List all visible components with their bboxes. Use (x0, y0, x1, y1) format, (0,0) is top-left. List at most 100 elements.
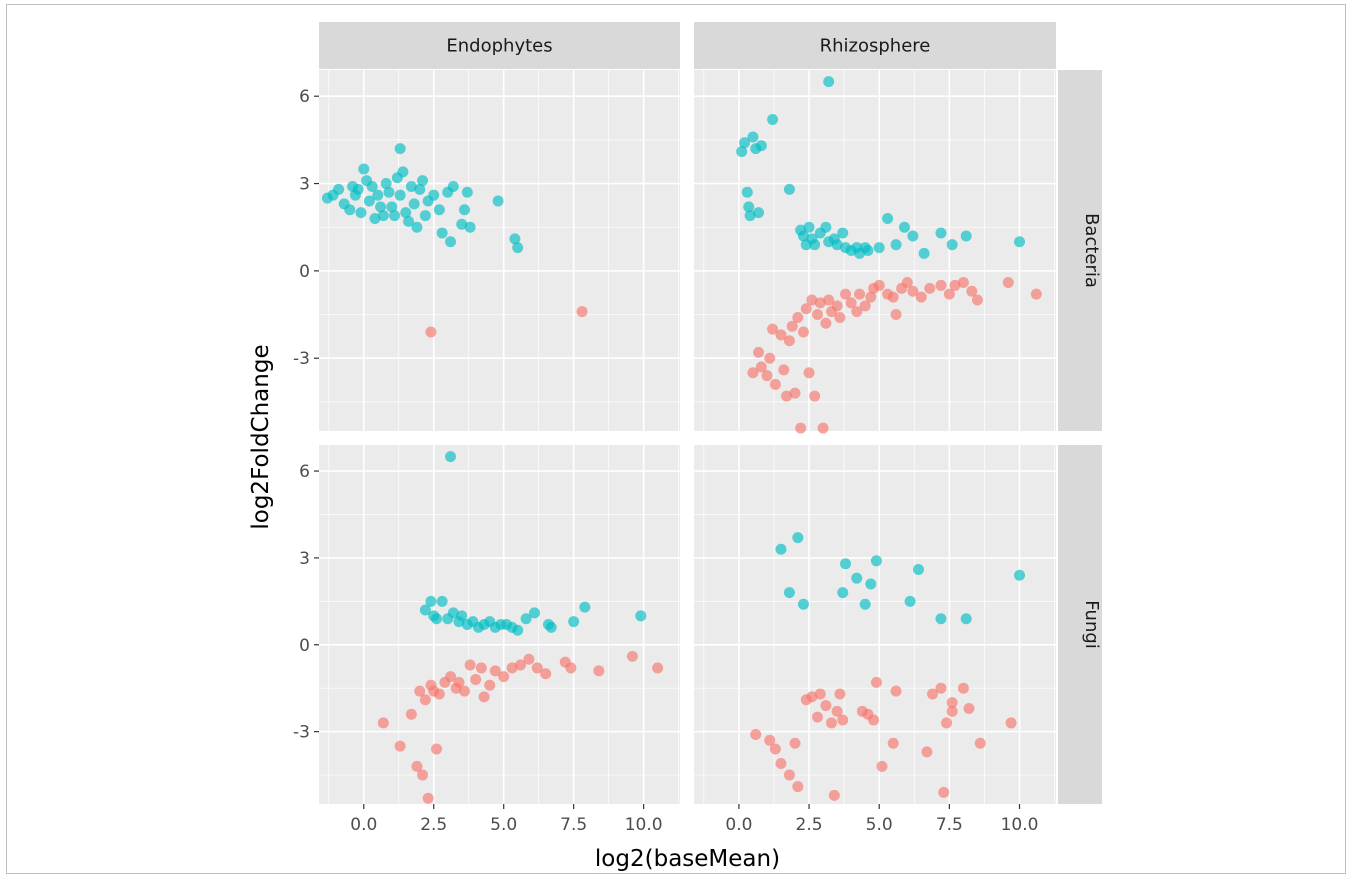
strip-fungi (1058, 445, 1102, 804)
point-up (873, 242, 885, 254)
point-up (744, 210, 756, 222)
point-up (461, 186, 473, 198)
point-up (783, 183, 795, 195)
x-tick-label: 5.0 (866, 815, 893, 835)
point-down (459, 685, 471, 697)
point-down (831, 300, 843, 312)
point-up (904, 595, 916, 607)
x-tick-label: 10.0 (625, 815, 663, 835)
point-up (907, 230, 919, 242)
point-down (890, 309, 902, 321)
point-down (767, 323, 779, 335)
strip-label-endophytes: Endophytes (446, 36, 552, 57)
point-up (797, 230, 809, 242)
point-down (747, 367, 759, 379)
y-tick-label: -3 (293, 349, 310, 369)
point-down (974, 737, 986, 749)
x-tick-label: 7.5 (560, 815, 587, 835)
point-up (792, 532, 804, 544)
point-down (514, 659, 526, 671)
point-down (789, 737, 801, 749)
point-up (459, 204, 471, 216)
point-up (898, 221, 910, 233)
point-down (831, 705, 843, 717)
point-down (935, 279, 947, 291)
point-up (579, 601, 591, 613)
point-down (868, 714, 880, 726)
point-down (778, 364, 790, 376)
point-up (635, 610, 647, 622)
point-down (795, 422, 807, 434)
point-up (431, 613, 443, 625)
point-up (755, 140, 767, 152)
point-up (1014, 236, 1026, 248)
point-down (755, 361, 767, 373)
point-down (523, 653, 535, 665)
y-tick-label: 6 (299, 462, 310, 482)
point-up (739, 137, 751, 149)
point-down (783, 335, 795, 347)
point-up (492, 195, 504, 207)
point-up (405, 180, 417, 192)
point-up (837, 587, 849, 599)
point-down (405, 708, 417, 720)
point-down (935, 682, 947, 694)
point-down (851, 306, 863, 318)
point-up (425, 595, 437, 607)
point-up (865, 578, 877, 590)
point-down (789, 387, 801, 399)
point-up (890, 239, 902, 251)
point-down (820, 700, 832, 712)
point-down (924, 282, 936, 294)
point-up (363, 195, 375, 207)
point-up (840, 558, 852, 570)
x-tick-label: 10.0 (1001, 815, 1039, 835)
x-tick-label: 0.0 (350, 815, 377, 835)
point-down (792, 781, 804, 793)
point-down (1005, 717, 1017, 729)
point-up (753, 207, 765, 219)
point-down (814, 688, 826, 700)
point-up (464, 221, 476, 233)
point-down (764, 734, 776, 746)
point-up (386, 201, 398, 213)
point-up (882, 212, 894, 224)
point-down (859, 300, 871, 312)
point-up (568, 616, 580, 628)
point-up (417, 175, 429, 187)
x-tick-label: 2.5 (420, 815, 447, 835)
point-down (907, 285, 919, 297)
strip-label-fungi: Fungi (1081, 600, 1102, 649)
point-up (436, 595, 448, 607)
point-up (767, 113, 779, 125)
point-down (425, 326, 437, 338)
point-down (506, 662, 518, 674)
point-down (478, 691, 490, 703)
point-down (834, 688, 846, 700)
point-up (411, 221, 423, 233)
point-down (753, 346, 765, 358)
point-down (887, 291, 899, 303)
point-down (769, 743, 781, 755)
point-up (375, 201, 387, 213)
point-down (826, 717, 838, 729)
point-up (783, 587, 795, 599)
point-up (918, 247, 930, 259)
point-up (383, 186, 395, 198)
point-up (512, 242, 524, 254)
point-up (394, 143, 406, 155)
point-up (400, 207, 412, 219)
point-up (851, 572, 863, 584)
point-up (366, 180, 378, 192)
point-up (428, 189, 440, 201)
point-down (783, 769, 795, 781)
point-down (845, 297, 857, 309)
point-down (828, 789, 840, 801)
point-up (377, 210, 389, 222)
point-down (938, 786, 950, 798)
point-down (422, 792, 434, 804)
point-up (820, 221, 832, 233)
point-up (456, 610, 468, 622)
point-down (394, 740, 406, 752)
